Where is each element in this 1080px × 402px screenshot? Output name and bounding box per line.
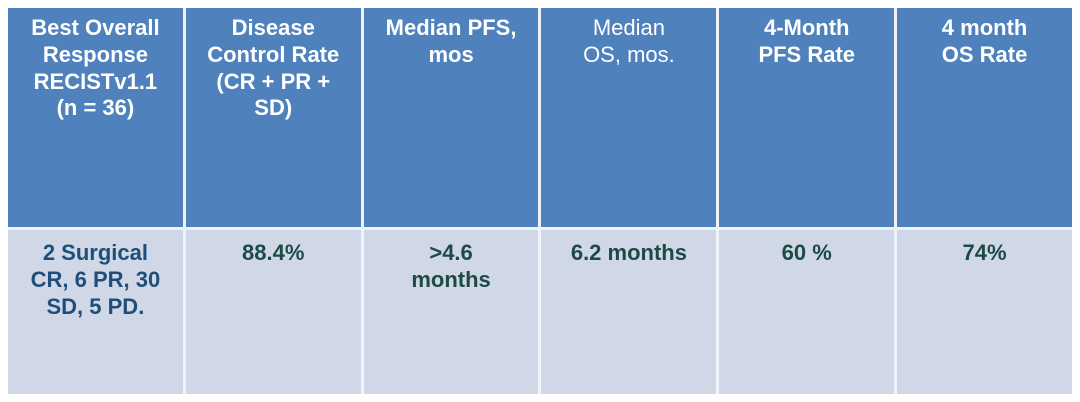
column-header-median-os: Median OS, mos. xyxy=(541,8,717,227)
cell-disease-control-rate-value: 88.4% xyxy=(185,230,361,394)
column-header-4-month-pfs-rate: 4-Month PFS Rate xyxy=(719,8,895,227)
column-header-4-month-os-rate: 4 month OS Rate xyxy=(897,8,1072,227)
cell-4-month-os-rate-value: 74% xyxy=(897,230,1072,394)
cell-median-os-value: 6.2 months xyxy=(541,230,717,394)
column-header-disease-control-rate: Disease Control Rate (CR + PR + SD) xyxy=(185,8,361,227)
column-header-median-pfs: Median PFS, mos xyxy=(363,8,539,227)
results-table: Best Overall Response RECISTv1.1 (n = 36… xyxy=(8,8,1072,394)
cell-4-month-pfs-rate-value: 60 % xyxy=(719,230,895,394)
cell-median-pfs-value: >4.6 months xyxy=(363,230,539,394)
cell-best-overall-response-value: 2 Surgical CR, 6 PR, 30 SD, 5 PD. xyxy=(8,230,183,394)
column-header-best-overall-response: Best Overall Response RECISTv1.1 (n = 36… xyxy=(8,8,183,227)
